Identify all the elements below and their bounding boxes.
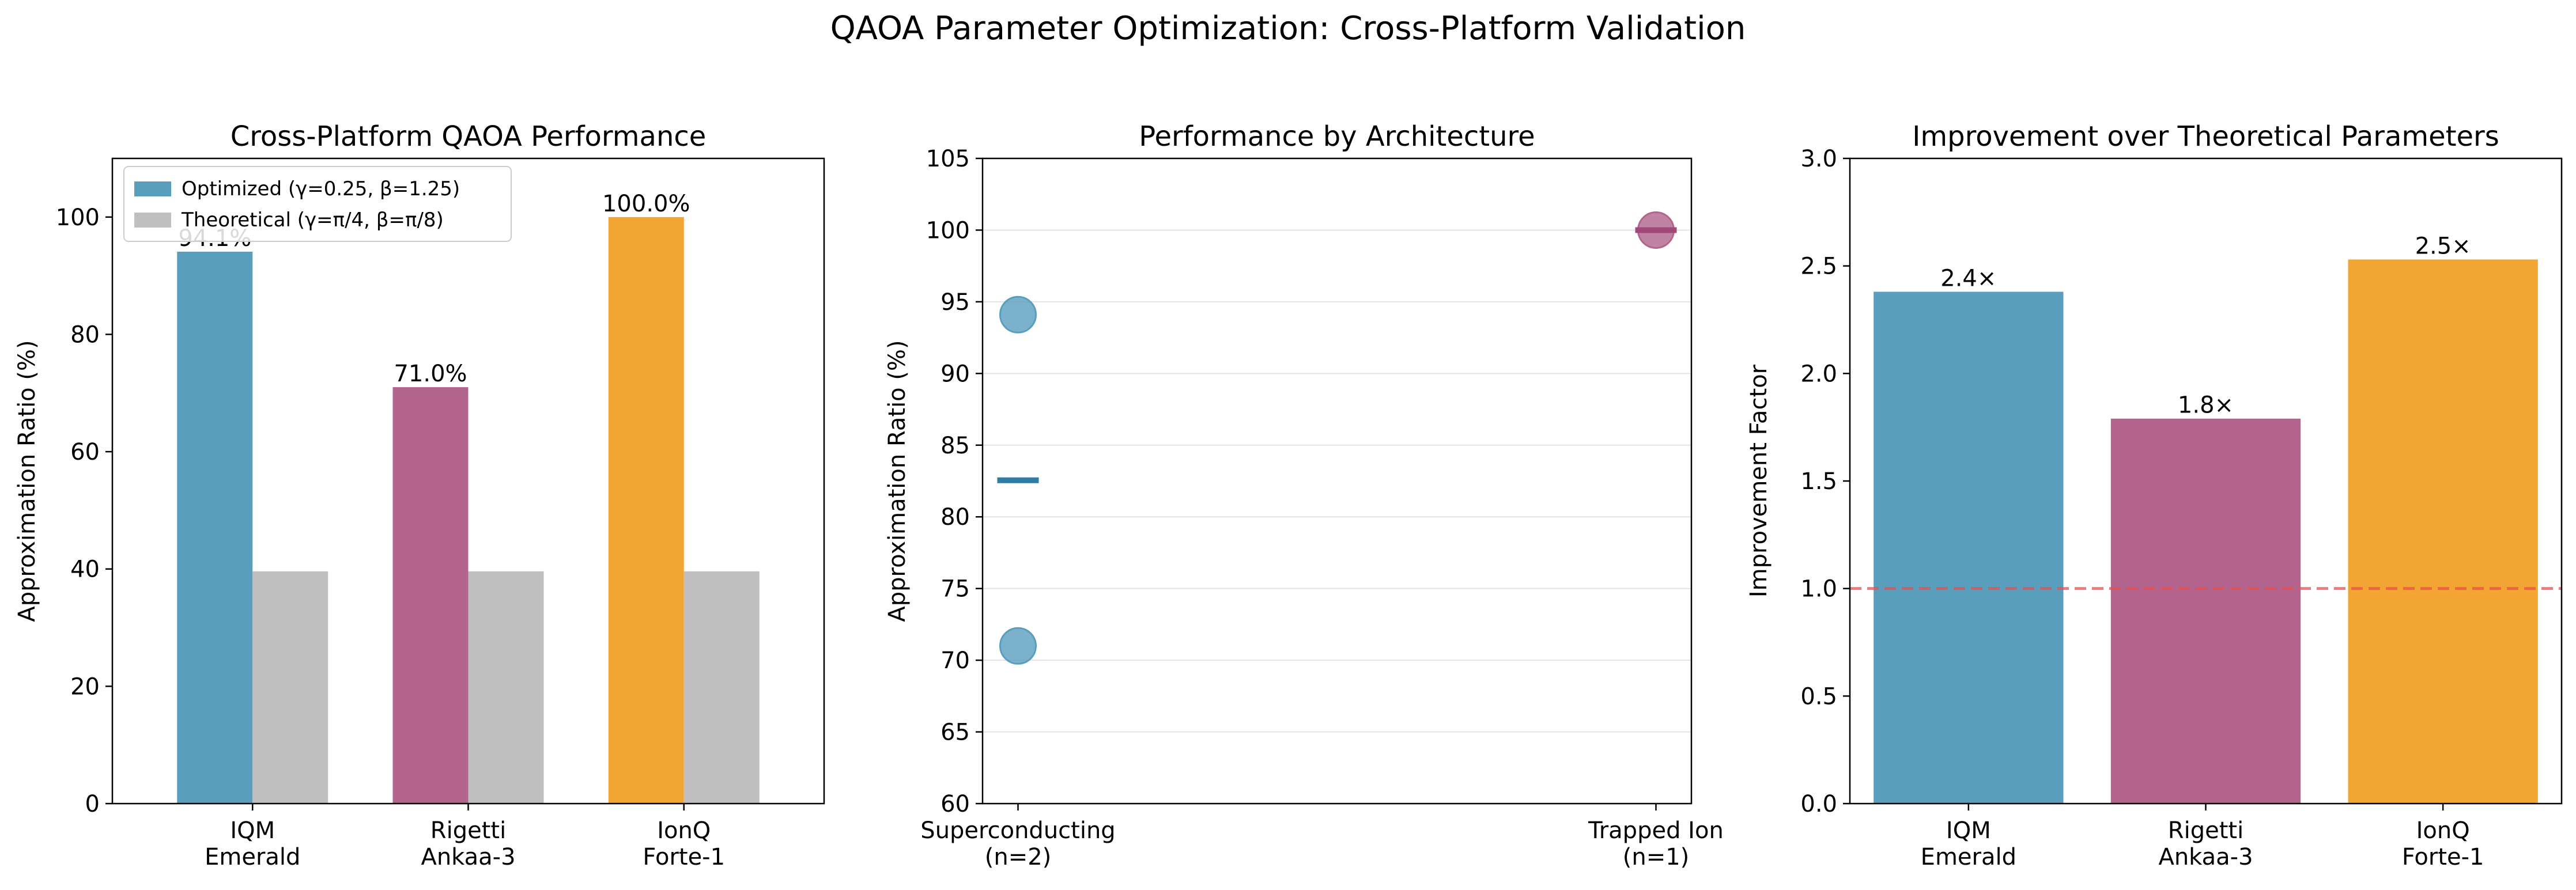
y-tick-label: 90 — [940, 361, 970, 387]
y-tick-label: 1.0 — [1800, 576, 1837, 603]
figure-suptitle: QAOA Parameter Optimization: Cross-Platf… — [830, 10, 1746, 47]
performance-bar-chart: 94.1%IQMEmerald71.0%RigettiAnkaa-3100.0%… — [14, 120, 825, 870]
data-point — [999, 296, 1037, 334]
y-tick-label: 70 — [940, 647, 970, 674]
x-tick-label: IQM Emerald — [1921, 817, 2016, 870]
y-tick-label: 1.5 — [1800, 468, 1837, 495]
x-tick-label: IonQ Forte-1 — [2402, 817, 2484, 870]
improvement-bar — [2348, 259, 2538, 804]
x-tick-label: Superconducting (n=2) — [920, 817, 1115, 870]
chart-title: Improvement over Theoretical Parameters — [1912, 120, 2499, 153]
y-tick-label: 80 — [940, 504, 970, 531]
bar-value-label: 2.4× — [1940, 265, 1996, 291]
improvement-bar — [2110, 418, 2301, 804]
theoretical-bar — [683, 571, 760, 804]
theoretical-bar — [252, 571, 328, 804]
improvement-bar-chart: 2.4× IQM Emerald 1.8× Rigetti Ankaa-3 2.5× IonQ… — [1746, 120, 2563, 870]
y-tick-label: 0.5 — [1800, 683, 1837, 710]
optimized-bar — [177, 251, 253, 804]
bar-value-label: 71.0% — [394, 361, 467, 387]
legend-label-theoretical: Theoretical (γ=π/4, β=π/8) — [181, 209, 444, 232]
x-tick-label: Rigetti Ankaa-3 — [2158, 817, 2253, 870]
x-tick-label: Rigetti Ankaa-3 — [421, 817, 515, 870]
y-tick-label: 2.5 — [1800, 253, 1837, 280]
legend-label-optimized: Optimized (γ=0.25, β=1.25) — [182, 177, 460, 200]
bar-value-label: 2.5× — [2415, 233, 2471, 259]
legend-box — [123, 166, 512, 242]
chart-title: Cross-Platform QAOA Performance — [231, 120, 707, 153]
y-tick-label: 105 — [926, 146, 970, 172]
axes-frame — [981, 157, 1693, 805]
y-tick-label: 0 — [85, 791, 100, 817]
legend-swatch-theoretical — [134, 213, 171, 228]
data-point — [999, 627, 1037, 665]
theoretical-bar — [468, 571, 544, 804]
y-axis-label: Approximation Ratio (%) — [14, 340, 40, 622]
bar-value-label: 1.8× — [2178, 392, 2234, 419]
optimized-bar — [608, 217, 684, 804]
improvement-bar — [1874, 291, 2064, 804]
y-tick-label: 75 — [940, 576, 970, 603]
y-tick-label: 0.0 — [1800, 791, 1837, 817]
axes-frame — [111, 157, 825, 805]
x-tick-label: IonQ Forte-1 — [643, 817, 725, 870]
y-tick-label: 2.0 — [1800, 361, 1837, 387]
y-tick-label: 85 — [940, 433, 970, 459]
y-tick-label: 100 — [926, 217, 970, 244]
bar-value-label: 100.0% — [602, 191, 690, 217]
y-tick-label: 3.0 — [1800, 146, 1837, 172]
y-tick-label: 80 — [70, 321, 100, 348]
y-tick-label: 65 — [940, 719, 970, 746]
y-axis-label: Approximation Ratio (%) — [884, 340, 911, 622]
y-tick-label: 60 — [940, 791, 970, 817]
y-tick-label: 40 — [70, 556, 100, 583]
x-tick-label: Trapped Ion (n=1) — [1588, 817, 1724, 870]
y-axis-label: Improvement Factor — [1746, 364, 1772, 597]
legend-swatch-optimized — [134, 181, 171, 196]
x-tick-label: IQM Emerald — [205, 817, 300, 870]
y-tick-label: 60 — [70, 439, 100, 465]
chart-title: Performance by Architecture — [1139, 120, 1535, 153]
legend: Optimized (γ=0.25, β=1.25) Theoretical (γ… — [123, 166, 512, 242]
architecture-scatter-chart: Superconducting (n=2) Trapped Ion (n=1) 60 65… — [884, 120, 1724, 870]
y-tick-label: 95 — [940, 289, 970, 316]
optimized-bar — [392, 387, 469, 804]
y-tick-label: 100 — [56, 204, 100, 231]
y-tick-label: 20 — [70, 673, 100, 700]
